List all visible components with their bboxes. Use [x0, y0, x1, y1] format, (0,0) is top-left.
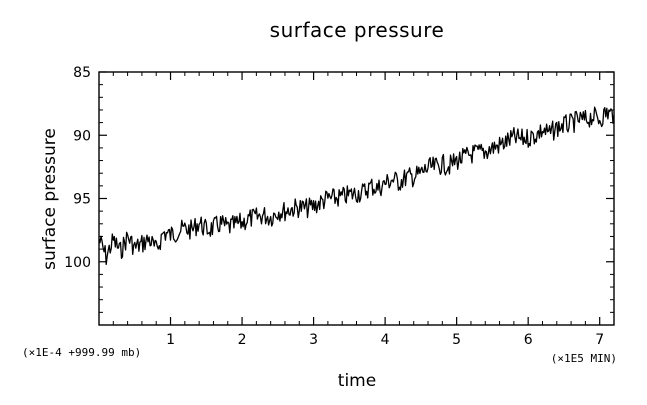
series-line — [98, 106, 615, 266]
x-tick-label: 2 — [238, 332, 247, 348]
x-tick-label: 3 — [309, 332, 318, 348]
x-tick-label: 1 — [166, 332, 175, 348]
y-tick-label: 85 — [73, 65, 91, 81]
chart-title: surface pressure — [270, 18, 445, 42]
x-axis: 1 2 3 4 5 6 7 — [112, 72, 604, 348]
y-axis: 85 90 95 100 — [64, 65, 614, 326]
y-axis-label: surface pressure — [40, 128, 60, 270]
x-axis-label: time — [338, 371, 376, 391]
x-tick-label: 7 — [595, 332, 604, 348]
x-scale-note: (×1E5 MIN) — [551, 352, 617, 365]
y-tick-label: 100 — [64, 255, 91, 271]
x-tick-label: 6 — [524, 332, 533, 348]
x-tick-label: 5 — [452, 332, 461, 348]
y-tick-label: 95 — [73, 192, 91, 208]
y-tick-label: 90 — [73, 128, 91, 144]
x-tick-label: 4 — [381, 332, 390, 348]
y-scale-note: (×1E-4 +999.99 mb) — [22, 346, 141, 359]
